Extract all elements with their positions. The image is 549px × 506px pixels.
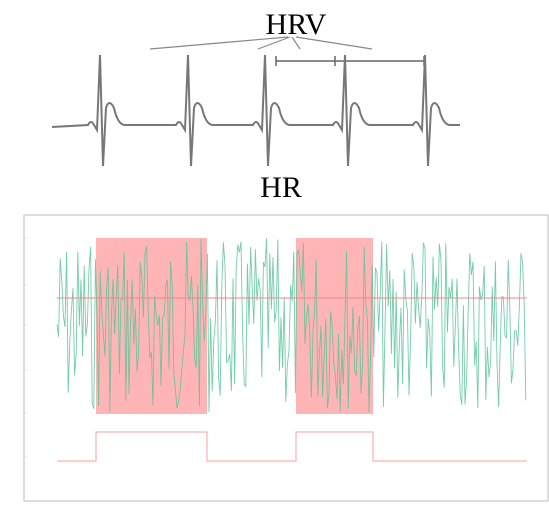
rr-interval-bracket [276, 56, 424, 66]
figure: HRV HR [0, 0, 549, 506]
hrv-connectors [150, 37, 372, 49]
ecg-trace [52, 55, 460, 166]
hrv-label: HRV [266, 8, 327, 41]
shaded-region [96, 238, 207, 414]
page: HRV HR (() => { const data = JSON.parse(… [0, 0, 549, 506]
hr-label: HR [260, 171, 302, 204]
